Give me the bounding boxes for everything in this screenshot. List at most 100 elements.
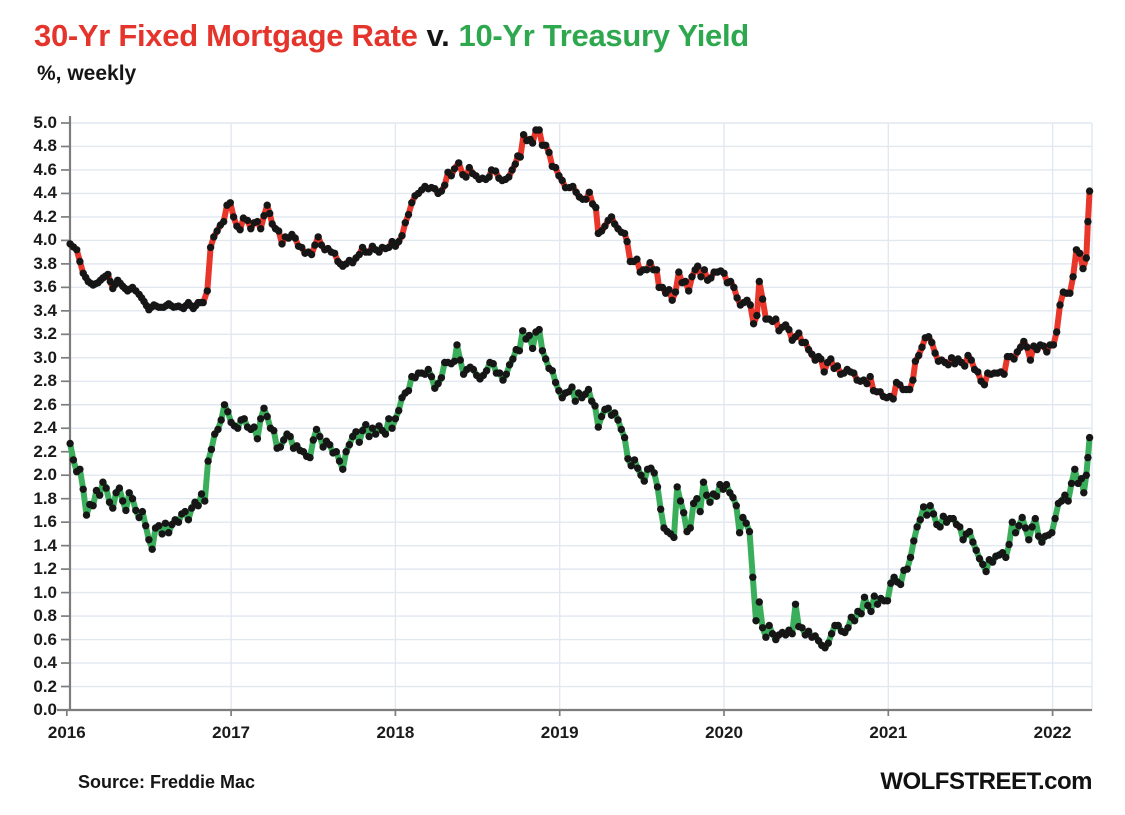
data-point-marker (330, 249, 339, 257)
data-point-marker (696, 507, 704, 516)
data-point-marker (1085, 187, 1094, 195)
data-point-marker (161, 519, 170, 527)
data-point-marker (368, 424, 377, 432)
data-point-marker (76, 465, 84, 473)
data-point-marker (509, 355, 517, 363)
data-point-marker (203, 287, 211, 295)
y-tick-label: 4.2 (33, 206, 57, 226)
data-point-marker (909, 376, 917, 384)
data-point-marker (102, 484, 110, 492)
data-point-marker (538, 347, 547, 355)
data-point-marker (949, 514, 957, 523)
data-point-marker (926, 502, 934, 510)
data-point-marker (650, 469, 658, 477)
data-point-marker (1038, 538, 1046, 546)
data-point-marker (250, 423, 258, 431)
data-point-marker (1057, 497, 1066, 505)
data-point-marker (76, 257, 84, 266)
data-point-marker (206, 243, 215, 252)
data-point-marker (686, 524, 694, 532)
data-point-marker (1053, 328, 1061, 336)
data-point-marker (673, 483, 681, 491)
data-point-marker (620, 433, 629, 442)
data-point-marker (229, 213, 238, 221)
data-point-marker (528, 344, 537, 353)
data-point-marker (99, 478, 107, 486)
data-point-marker (505, 173, 513, 181)
data-point-marker (391, 415, 400, 423)
data-point-marker (138, 507, 147, 516)
data-point-marker (864, 601, 872, 610)
data-point-marker (1023, 343, 1031, 351)
data-point-marker (1067, 479, 1076, 488)
data-point-marker (516, 153, 524, 161)
data-point-marker (66, 439, 74, 448)
data-point-marker (607, 213, 616, 221)
data-point-marker (972, 546, 980, 554)
data-point-marker (174, 518, 183, 526)
data-point-marker (623, 237, 631, 246)
y-tick-label: 0.8 (33, 606, 57, 626)
data-point-marker (726, 277, 735, 286)
data-point-marker (1010, 355, 1018, 363)
data-point-marker (358, 426, 367, 435)
data-point-marker (270, 426, 278, 435)
data-point-marker (197, 490, 206, 498)
data-point-marker (462, 173, 470, 181)
data-point-marker (385, 243, 393, 252)
data-point-marker (253, 435, 262, 443)
data-point-marker (824, 639, 832, 647)
data-point-marker (319, 443, 327, 451)
data-point-marker (850, 369, 858, 377)
data-point-marker (592, 203, 600, 212)
data-point-marker (762, 633, 770, 641)
data-point-marker (69, 456, 78, 464)
data-point-marker (194, 502, 202, 510)
data-point-marker (558, 176, 566, 185)
data-point-marker (627, 462, 635, 470)
data-point-marker (385, 415, 393, 423)
data-point-marker (568, 383, 576, 391)
data-point-marker (1066, 289, 1074, 297)
data-point-marker (184, 516, 193, 524)
data-point-marker (511, 160, 519, 168)
chart-subtitle: %, weekly (37, 62, 137, 85)
data-point-marker (1061, 491, 1069, 499)
data-point-marker (712, 492, 721, 500)
data-point-marker (1080, 489, 1088, 497)
data-point-marker (772, 315, 780, 323)
data-point-marker (450, 165, 459, 173)
data-point-marker (755, 277, 763, 286)
data-point-marker (142, 522, 150, 530)
data-point-marker (535, 126, 543, 134)
data-point-marker (122, 506, 130, 515)
data-point-marker (928, 338, 936, 347)
y-tick-label: 3.0 (33, 347, 57, 367)
data-point-marker (365, 432, 373, 441)
data-point-marker (591, 402, 599, 410)
y-tick-label: 4.0 (33, 230, 57, 250)
data-point-marker (1049, 341, 1058, 349)
data-point-marker (614, 416, 622, 424)
data-point-marker (643, 266, 651, 274)
data-point-marker (447, 172, 455, 180)
data-point-marker (1082, 254, 1091, 262)
data-point-marker (128, 495, 137, 503)
data-point-marker (961, 362, 969, 370)
data-point-marker (260, 212, 268, 220)
data-point-marker (79, 485, 87, 493)
data-point-marker (465, 163, 473, 172)
brand-watermark: WOLFSTREET.com (880, 768, 1092, 795)
data-point-marker (873, 600, 882, 608)
data-point-marker (804, 627, 813, 635)
data-point-marker (545, 148, 553, 157)
data-point-marker (372, 430, 380, 438)
data-point-marker (482, 367, 491, 375)
data-point-marker (125, 489, 133, 497)
data-point-marker (263, 201, 271, 209)
data-point-marker (982, 567, 990, 576)
data-point-marker (234, 424, 242, 432)
data-point-marker (680, 509, 688, 517)
data-point-marker (870, 592, 878, 600)
data-point-marker (306, 453, 314, 462)
